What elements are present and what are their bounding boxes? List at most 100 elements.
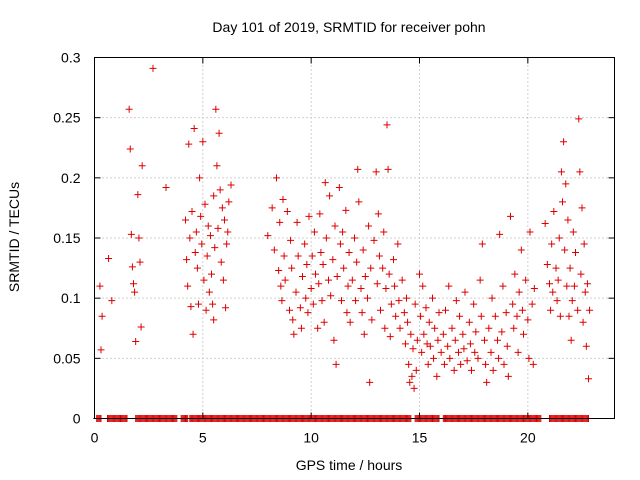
- data-point: [565, 312, 573, 320]
- data-point: [377, 306, 384, 314]
- data-point: [566, 264, 574, 272]
- data-point: [412, 366, 420, 374]
- data-point: [319, 260, 327, 268]
- data-point: [303, 260, 311, 268]
- data-point: [507, 212, 514, 220]
- data-point: [197, 212, 205, 220]
- data-point: [296, 304, 304, 312]
- data-point: [498, 328, 506, 336]
- data-point: [489, 366, 497, 374]
- data-point: [183, 256, 191, 264]
- data-point: [292, 288, 300, 296]
- data-point: [134, 191, 142, 199]
- data-point: [400, 309, 408, 317]
- data-point: [325, 276, 332, 284]
- data-point: [294, 252, 302, 260]
- data-point: [488, 294, 496, 302]
- data-point: [287, 236, 295, 244]
- data-point: [340, 264, 348, 272]
- data-point: [185, 140, 193, 148]
- data-point: [336, 240, 344, 248]
- data-point: [211, 244, 219, 252]
- data-point: [503, 342, 511, 350]
- data-point: [409, 345, 417, 353]
- data-point: [450, 366, 458, 374]
- data-point: [460, 345, 468, 353]
- data-point: [224, 228, 232, 236]
- data-point: [105, 254, 113, 262]
- data-point: [579, 318, 587, 326]
- data-point: [215, 129, 223, 137]
- data-point: [419, 282, 427, 290]
- data-point: [162, 183, 170, 191]
- chart-title: Day 101 of 2019, SRMTID for receiver poh…: [212, 19, 485, 35]
- y-tick-label: 0.15: [53, 230, 80, 246]
- data-point: [522, 276, 530, 284]
- data-point: [314, 324, 322, 332]
- data-point: [293, 218, 301, 226]
- data-point: [383, 121, 391, 129]
- data-point: [361, 273, 369, 281]
- data-point: [430, 354, 438, 362]
- data-point: [439, 330, 447, 338]
- data-point: [494, 336, 501, 344]
- data-point: [126, 145, 134, 153]
- data-point: [509, 300, 517, 308]
- data-point: [437, 348, 445, 356]
- data-point: [305, 212, 313, 220]
- data-point: [477, 312, 485, 320]
- data-point: [198, 240, 206, 248]
- data-point: [424, 360, 432, 368]
- data-point: [322, 234, 330, 242]
- data-point: [403, 294, 410, 302]
- data-point: [312, 270, 319, 278]
- data-point: [189, 330, 197, 338]
- data-point: [108, 297, 116, 305]
- data-point: [227, 181, 235, 189]
- data-point: [452, 297, 460, 305]
- data-point: [552, 264, 560, 272]
- data-point: [445, 282, 453, 290]
- data-point: [339, 228, 347, 236]
- data-point: [577, 270, 585, 278]
- data-point: [466, 340, 474, 348]
- data-point: [137, 323, 145, 331]
- x-tick-label: 20: [520, 430, 536, 446]
- data-point: [331, 222, 339, 230]
- data-point: [345, 248, 353, 256]
- data-point: [557, 168, 565, 176]
- data-point: [470, 300, 478, 308]
- data-point: [135, 234, 143, 242]
- data-point: [203, 252, 211, 260]
- data-point: [398, 276, 406, 284]
- data-point: [307, 285, 315, 293]
- data-point: [380, 228, 388, 236]
- data-point: [459, 330, 467, 338]
- data-point: [128, 263, 136, 271]
- data-point: [472, 328, 480, 336]
- data-point: [149, 64, 157, 72]
- data-point: [481, 336, 488, 344]
- data-point: [97, 346, 105, 354]
- data-point: [559, 198, 566, 206]
- axis-ticks: 0 0.05 0.1 0.15 0.2 0.25 0.3 0 5 10 15 20: [53, 50, 615, 446]
- data-point: [580, 240, 588, 248]
- data-point: [187, 303, 195, 311]
- data-point: [474, 354, 482, 362]
- data-point: [482, 360, 490, 368]
- data-point: [395, 297, 403, 305]
- data-point: [333, 273, 341, 281]
- data-point: [308, 252, 316, 260]
- data-point: [390, 256, 397, 264]
- data-point: [310, 228, 318, 236]
- data-point: [574, 306, 582, 314]
- data-point: [547, 306, 555, 314]
- data-point: [213, 162, 221, 170]
- data-point: [195, 300, 202, 308]
- data-point: [382, 285, 390, 293]
- data-point: [431, 324, 439, 332]
- data-point: [510, 324, 518, 332]
- data-point: [548, 240, 556, 248]
- data-point: [426, 342, 434, 350]
